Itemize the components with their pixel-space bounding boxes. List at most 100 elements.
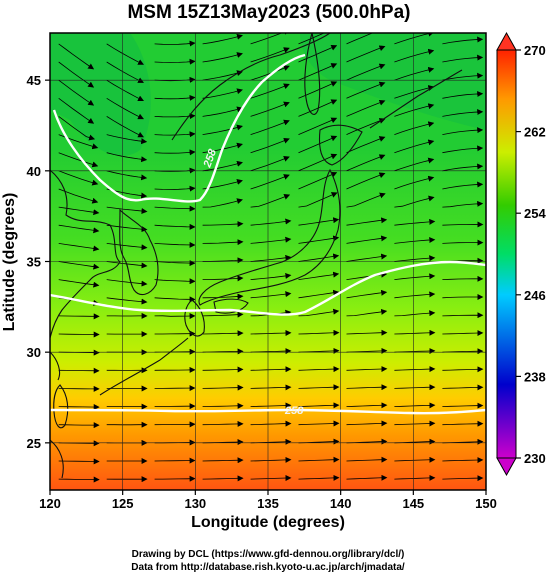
streamline-arrow — [394, 310, 436, 317]
streamline-arrow — [250, 137, 290, 154]
streamline-arrow — [394, 329, 436, 336]
green-northeast-patch — [300, 33, 486, 130]
streamline-arrow — [154, 131, 196, 138]
streamline-arrow — [58, 170, 99, 186]
contour-252 — [52, 53, 306, 203]
streamline-arrow — [58, 476, 100, 483]
streamline-arrow — [442, 127, 484, 135]
streamline-arrow — [346, 45, 386, 63]
coastline-ryukyu — [99, 337, 189, 396]
colorbar: 230 238 246 254 262 270 — [496, 31, 546, 477]
streamline-arrow — [154, 296, 196, 303]
streamline-arrow — [442, 457, 484, 464]
streamline-arrow — [250, 119, 290, 135]
streamline-arrow — [250, 47, 290, 63]
streamline-arrow — [250, 254, 292, 262]
streamline-arrow — [202, 475, 244, 482]
streamline-arrow — [346, 253, 388, 262]
streamline-arrow — [298, 171, 338, 190]
streamline-arrow — [250, 456, 292, 463]
streamline-arrow — [346, 308, 388, 317]
streamline-arrow — [298, 253, 340, 262]
streamline-arrow — [394, 218, 436, 226]
streamline-arrow — [154, 241, 196, 248]
streamline-arrow — [250, 475, 292, 482]
streamline-arrow — [106, 279, 148, 287]
streamline-arrow — [298, 402, 340, 409]
coastline-kuril-islands — [369, 69, 463, 129]
streamline-arrow — [394, 474, 436, 481]
streamline-arrow — [394, 139, 435, 154]
streamline-arrow — [346, 420, 388, 427]
streamline-arrow — [154, 313, 196, 320]
streamline-arrow — [106, 79, 144, 102]
streamline-arrow — [394, 66, 435, 81]
streamline-arrow — [442, 72, 484, 81]
streamline-arrow — [154, 403, 196, 410]
coastline-shikoku — [213, 298, 249, 314]
streamline-arrow — [202, 457, 244, 464]
streamline-arrow — [250, 384, 292, 391]
streamline-arrow — [250, 156, 290, 172]
streamline-arrow — [58, 43, 95, 70]
streamline-arrow — [346, 99, 386, 117]
chart-title: MSM 15Z13May2023 (500.0hPa) — [127, 2, 410, 23]
streamline-arrow — [394, 384, 436, 391]
streamline-arrow — [154, 278, 196, 285]
streamline-arrow — [58, 243, 100, 252]
streamline-arrow — [442, 330, 484, 337]
colorbar-tick-label: 262 — [524, 125, 546, 140]
streamline-arrow — [106, 206, 148, 214]
streamline-arrow — [346, 172, 386, 190]
coastline-primorye — [171, 33, 331, 141]
streamline-arrow — [298, 456, 340, 463]
streamline-arrow — [154, 421, 196, 428]
streamline-arrow — [106, 170, 148, 181]
streamline-arrow — [442, 54, 484, 63]
y-tick-label: 40 — [27, 164, 41, 179]
streamline-arrow — [202, 106, 243, 117]
streamline-arrow — [106, 116, 144, 138]
streamline-arrow — [394, 291, 436, 299]
streamline-arrow — [442, 163, 484, 172]
colorbar-tick-label: 270 — [524, 43, 546, 58]
streamline-arrow — [346, 329, 388, 336]
x-axis: 120 125 130 135 140 145 150 — [39, 490, 497, 511]
streamline-arrow — [154, 366, 196, 373]
streamline-arrow — [202, 402, 244, 409]
coastline-taiwan — [53, 384, 69, 429]
streamline-arrow — [202, 52, 243, 63]
streamline-arrow — [106, 43, 144, 65]
streamline-arrow — [58, 152, 99, 168]
y-tick-label: 25 — [27, 436, 41, 451]
y-tick-label: 30 — [27, 345, 41, 360]
streamline-arrow — [442, 402, 484, 409]
streamline-arrow — [298, 81, 338, 99]
streamline-arrow — [394, 273, 436, 280]
streamline-arrow — [250, 272, 292, 280]
streamline-arrow — [346, 365, 388, 372]
streamline-arrow — [58, 404, 100, 411]
x-tick-label: 135 — [257, 496, 279, 511]
streamline-arrow — [106, 297, 148, 305]
streamline-arrow — [346, 154, 386, 172]
streamline-arrow — [250, 174, 290, 190]
streamline-arrow — [394, 402, 436, 409]
x-tick-label: 125 — [112, 496, 134, 511]
y-tick-label: 35 — [27, 255, 41, 270]
streamline-arrow — [106, 152, 148, 163]
streamline-arrow — [154, 149, 196, 156]
streamline-arrow — [394, 420, 436, 427]
coastline-korea — [119, 208, 159, 296]
streamline-arrow — [202, 330, 244, 337]
streamline-arrow — [346, 384, 388, 391]
y-axis: 25 30 35 40 45 — [27, 73, 50, 451]
streamline-arrow — [106, 97, 144, 120]
streamline-arrow — [346, 136, 386, 154]
streamline-arrow — [298, 33, 325, 45]
streamline-arrow — [346, 217, 388, 226]
streamline-arrow — [298, 217, 340, 226]
streamline-arrow — [442, 475, 484, 482]
streamline-arrow — [346, 118, 386, 135]
